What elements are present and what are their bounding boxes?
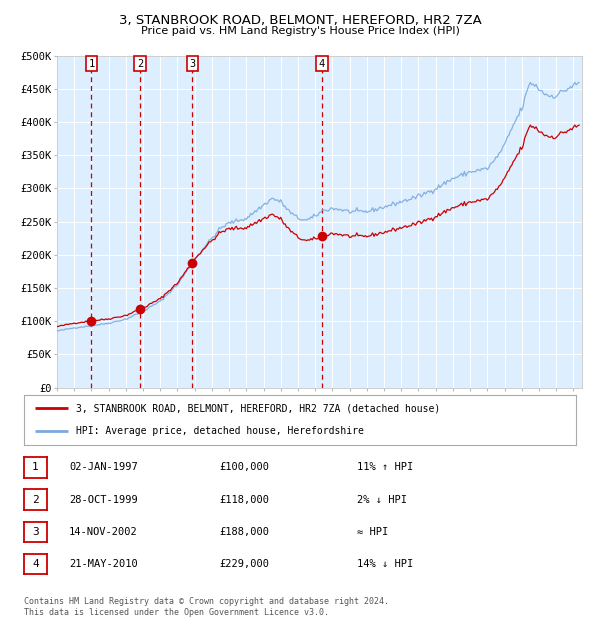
Text: £188,000: £188,000 [219, 527, 269, 537]
Text: £229,000: £229,000 [219, 559, 269, 569]
Text: 14-NOV-2002: 14-NOV-2002 [69, 527, 138, 537]
Text: 1: 1 [32, 463, 39, 472]
Text: 11% ↑ HPI: 11% ↑ HPI [357, 463, 413, 472]
Text: £100,000: £100,000 [219, 463, 269, 472]
Text: Contains HM Land Registry data © Crown copyright and database right 2024.
This d: Contains HM Land Registry data © Crown c… [24, 598, 389, 617]
Text: 3, STANBROOK ROAD, BELMONT, HEREFORD, HR2 7ZA (detached house): 3, STANBROOK ROAD, BELMONT, HEREFORD, HR… [76, 404, 440, 414]
Text: 3: 3 [190, 58, 196, 69]
Text: ≈ HPI: ≈ HPI [357, 527, 388, 537]
Text: 4: 4 [319, 58, 325, 69]
Text: 02-JAN-1997: 02-JAN-1997 [69, 463, 138, 472]
Text: Price paid vs. HM Land Registry's House Price Index (HPI): Price paid vs. HM Land Registry's House … [140, 26, 460, 36]
Text: 1: 1 [88, 58, 95, 69]
Text: 2: 2 [32, 495, 39, 505]
Text: 4: 4 [32, 559, 39, 569]
Text: 3, STANBROOK ROAD, BELMONT, HEREFORD, HR2 7ZA: 3, STANBROOK ROAD, BELMONT, HEREFORD, HR… [119, 14, 481, 27]
Text: 2% ↓ HPI: 2% ↓ HPI [357, 495, 407, 505]
Text: 21-MAY-2010: 21-MAY-2010 [69, 559, 138, 569]
Text: HPI: Average price, detached house, Herefordshire: HPI: Average price, detached house, Here… [76, 426, 364, 436]
Text: 14% ↓ HPI: 14% ↓ HPI [357, 559, 413, 569]
Text: 28-OCT-1999: 28-OCT-1999 [69, 495, 138, 505]
Text: 3: 3 [32, 527, 39, 537]
Text: £118,000: £118,000 [219, 495, 269, 505]
Text: 2: 2 [137, 58, 143, 69]
